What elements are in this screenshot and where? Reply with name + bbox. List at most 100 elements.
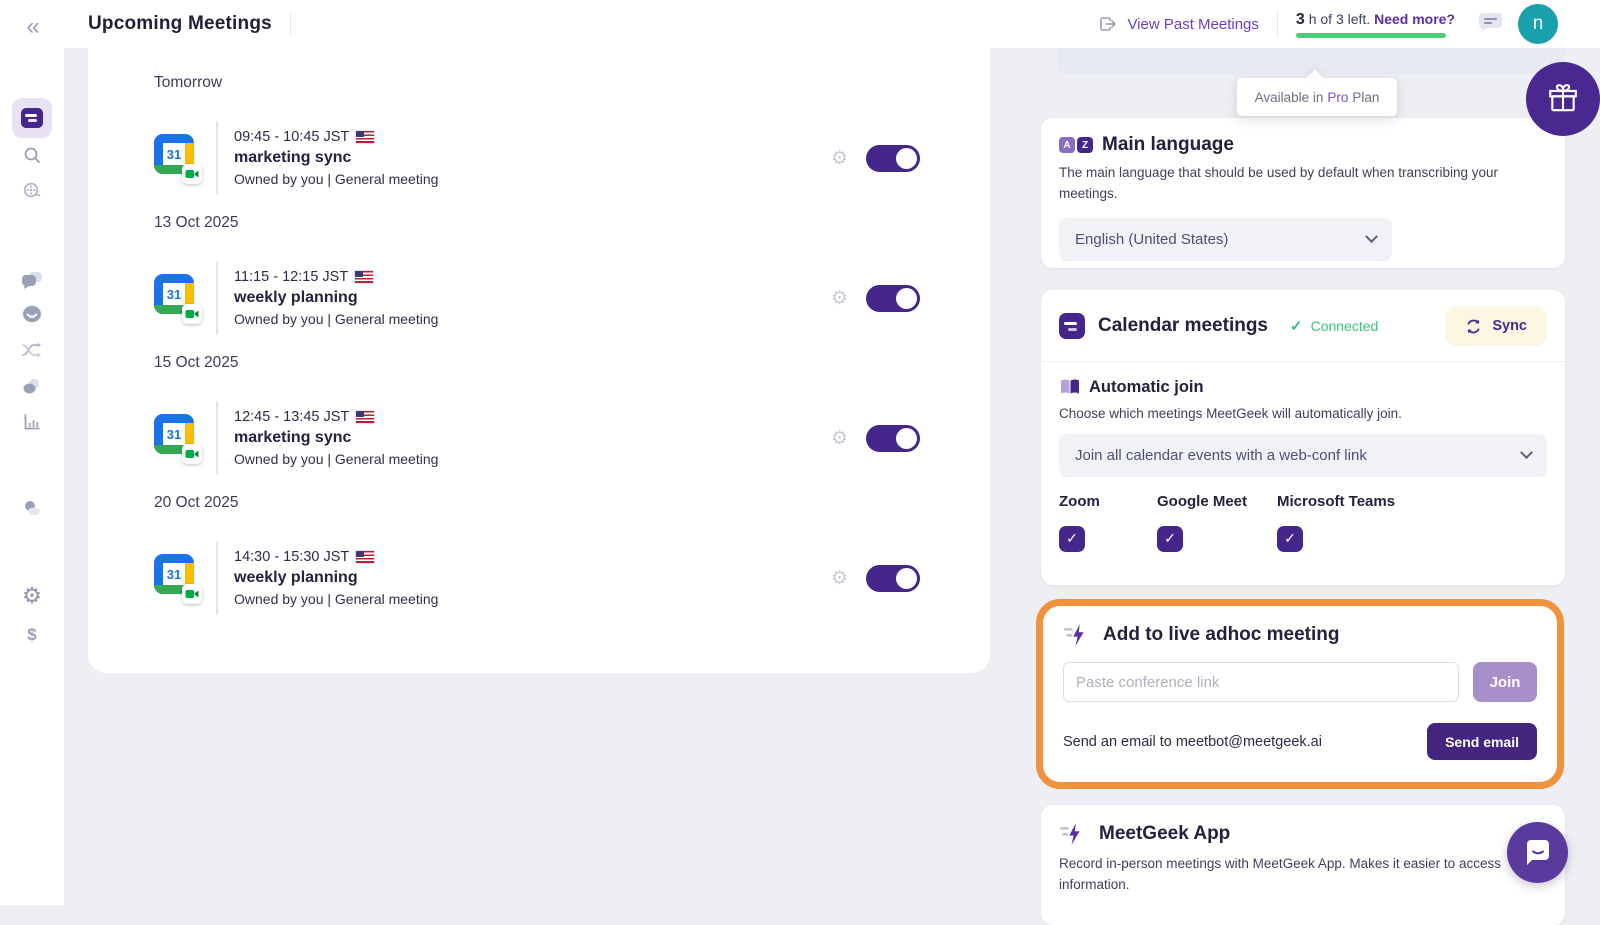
platform-label-zoom: Zoom (1059, 492, 1100, 510)
meeting-row: 14:30 - 15:30 JST weekly planning Owned … (154, 538, 920, 618)
meeting-title: weekly planning (234, 289, 358, 306)
team-icon (25, 501, 40, 516)
feedback-button[interactable] (1477, 10, 1504, 39)
meeting-settings-icon[interactable] (831, 569, 848, 588)
meeting-meta: Owned by you | General meeting (234, 591, 439, 607)
pro-plan-tooltip: Available in Pro Plan (1237, 78, 1397, 116)
meeting-group-label: 15 Oct 2025 (154, 354, 239, 371)
bolt-icon (1060, 823, 1080, 845)
sidebar-item-recordings[interactable] (12, 171, 52, 211)
google-meet-icon (182, 304, 202, 324)
meeting-record-toggle[interactable] (866, 564, 920, 592)
calendar-meetings-card: Calendar meetings Connected Sync Automat… (1041, 290, 1565, 585)
smiley-icon (23, 305, 41, 323)
meeting-row: 12:45 - 13:45 JST marketing sync Owned b… (154, 398, 920, 478)
meeting-time: 11:15 - 12:15 JST (234, 269, 438, 285)
sidebar-item-meetings[interactable] (12, 98, 52, 138)
sidebar-item-topics[interactable] (12, 367, 52, 407)
upcoming-meetings-list: Tomorrow 09:45 - 10:45 JST marketing syn… (88, 48, 990, 673)
meeting-settings-icon[interactable] (831, 429, 848, 448)
main-language-title: Main language (1102, 134, 1234, 155)
sidebar-item-sentiment[interactable] (12, 294, 52, 334)
meetgeek-app-title: MeetGeek App (1099, 823, 1231, 844)
support-chat-button[interactable] (1507, 822, 1568, 883)
hours-text: h of 3 left. (1304, 10, 1375, 27)
language-selected-value: English (United States) (1075, 230, 1229, 248)
us-flag-icon (356, 411, 375, 423)
message-icon (1479, 12, 1502, 32)
google-calendar-icon (154, 554, 202, 604)
gift-icon (1549, 84, 1577, 112)
book-icon (1061, 379, 1079, 394)
sidebar-item-billing[interactable] (12, 615, 52, 655)
meeting-group-label: 20 Oct 2025 (154, 494, 239, 511)
meeting-group-label: 13 Oct 2025 (154, 214, 239, 231)
bolt-icon (1064, 624, 1084, 646)
google-calendar-icon (154, 134, 202, 184)
sidebar-item-team[interactable] (12, 488, 52, 528)
zoom-checkbox[interactable] (1059, 525, 1085, 552)
automatic-join-selected-value: Join all calendar events with a web-conf… (1075, 446, 1367, 464)
meeting-meta: Owned by you | General meeting (234, 451, 439, 467)
join-button[interactable]: Join (1473, 662, 1537, 702)
meetings-calendar-icon (21, 108, 43, 128)
meeting-record-toggle[interactable] (866, 144, 920, 172)
chevron-down-icon (1365, 230, 1378, 243)
cropped-dropdown[interactable] (1057, 46, 1565, 74)
divider (216, 541, 218, 615)
sidebar-item-chat[interactable] (12, 260, 52, 300)
avatar[interactable]: n (1518, 4, 1558, 44)
calendar-meetings-title: Calendar meetings (1098, 315, 1268, 336)
meeting-settings-icon[interactable] (831, 149, 848, 168)
platform-label-microsoft-teams: Microsoft Teams (1277, 492, 1396, 510)
meeting-record-toggle[interactable] (866, 424, 920, 452)
check-icon (1290, 317, 1303, 335)
adhoc-title: Add to live adhoc meeting (1103, 624, 1340, 645)
google-meet-icon (182, 164, 202, 184)
sync-button[interactable]: Sync (1445, 306, 1547, 346)
chat-bubble-icon (22, 272, 42, 289)
rewards-button[interactable] (1526, 62, 1600, 136)
sidebar-item-settings[interactable] (12, 576, 52, 616)
divider (1276, 11, 1278, 37)
google-meet-icon (182, 584, 202, 604)
chevron-down-icon (1520, 446, 1533, 459)
meeting-time: 14:30 - 15:30 JST (234, 549, 438, 565)
divider (1041, 361, 1565, 362)
meeting-row: 11:15 - 12:15 JST weekly planning Owned … (154, 258, 920, 338)
automatic-join-select[interactable]: Join all calendar events with a web-conf… (1059, 433, 1547, 477)
hours-progress-bar (1295, 32, 1446, 38)
main-language-description: The main language that should be used by… (1059, 165, 1499, 201)
microsoft-teams-checkbox[interactable] (1277, 525, 1303, 552)
main-language-card: Main language The main language that sho… (1041, 118, 1565, 268)
divider (289, 12, 291, 36)
meeting-settings-icon[interactable] (831, 289, 848, 308)
meeting-meta: Owned by you | General meeting (234, 171, 439, 187)
meeting-record-toggle[interactable] (866, 284, 920, 312)
google-meet-checkbox[interactable] (1157, 525, 1183, 552)
translate-icon (1059, 137, 1093, 153)
view-past-meetings-label: View Past Meetings (1127, 15, 1259, 33)
sidebar-item-search[interactable] (12, 135, 52, 175)
sidebar-item-automations[interactable] (12, 330, 52, 370)
meeting-meta: Owned by you | General meeting (234, 311, 439, 327)
export-icon (1100, 17, 1117, 31)
collapse-sidebar-icon[interactable] (18, 12, 48, 42)
sync-label: Sync (1492, 318, 1527, 334)
sidebar-item-analytics[interactable] (12, 402, 52, 442)
page-title: Upcoming Meetings (88, 13, 272, 34)
gear-icon (22, 585, 42, 607)
google-calendar-icon (154, 414, 202, 464)
meeting-group-label: Tomorrow (154, 74, 223, 91)
shuffle-icon (22, 342, 41, 358)
meeting-title: weekly planning (234, 569, 358, 586)
view-past-meetings-link[interactable]: View Past Meetings (1098, 15, 1259, 33)
adhoc-meeting-card: Add to live adhoc meeting Join Send an e… (1036, 599, 1564, 789)
us-flag-icon (356, 131, 375, 143)
conference-link-input[interactable] (1063, 662, 1459, 702)
send-email-button[interactable]: Send email (1427, 723, 1537, 760)
need-more-link[interactable]: Need more? (1374, 10, 1455, 27)
language-select[interactable]: English (United States) (1059, 217, 1392, 261)
automatic-join-description: Choose which meetings MeetGeek will auto… (1059, 406, 1402, 421)
meeting-title: marketing sync (234, 149, 352, 166)
